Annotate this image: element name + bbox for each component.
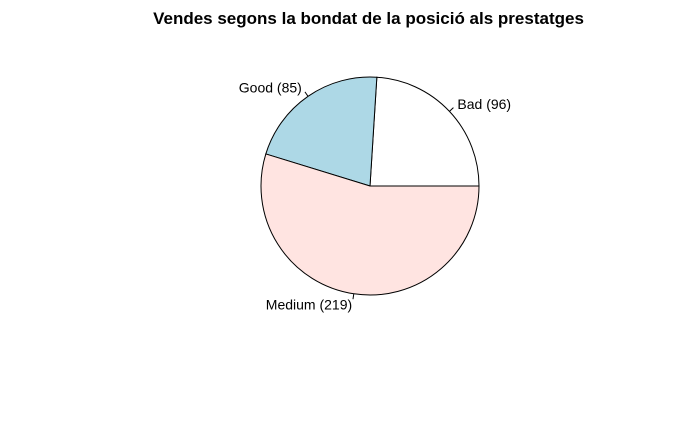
label-tick-good <box>304 91 309 97</box>
label-ticks <box>304 91 454 300</box>
slice-label-good: Good (85) <box>239 79 302 95</box>
slice-labels: Bad (96) Good (85) Medium (219) <box>239 79 511 312</box>
chart-title: Vendes segons la bondat de la posició al… <box>153 9 584 28</box>
label-tick-bad <box>449 107 454 112</box>
label-tick-medium <box>352 293 355 300</box>
pie-slices <box>260 76 480 296</box>
slice-label-medium: Medium (219) <box>266 297 352 313</box>
pie-slice-bad <box>369 76 480 187</box>
slice-label-bad: Bad (96) <box>457 96 511 112</box>
pie-slice-good <box>265 76 378 187</box>
